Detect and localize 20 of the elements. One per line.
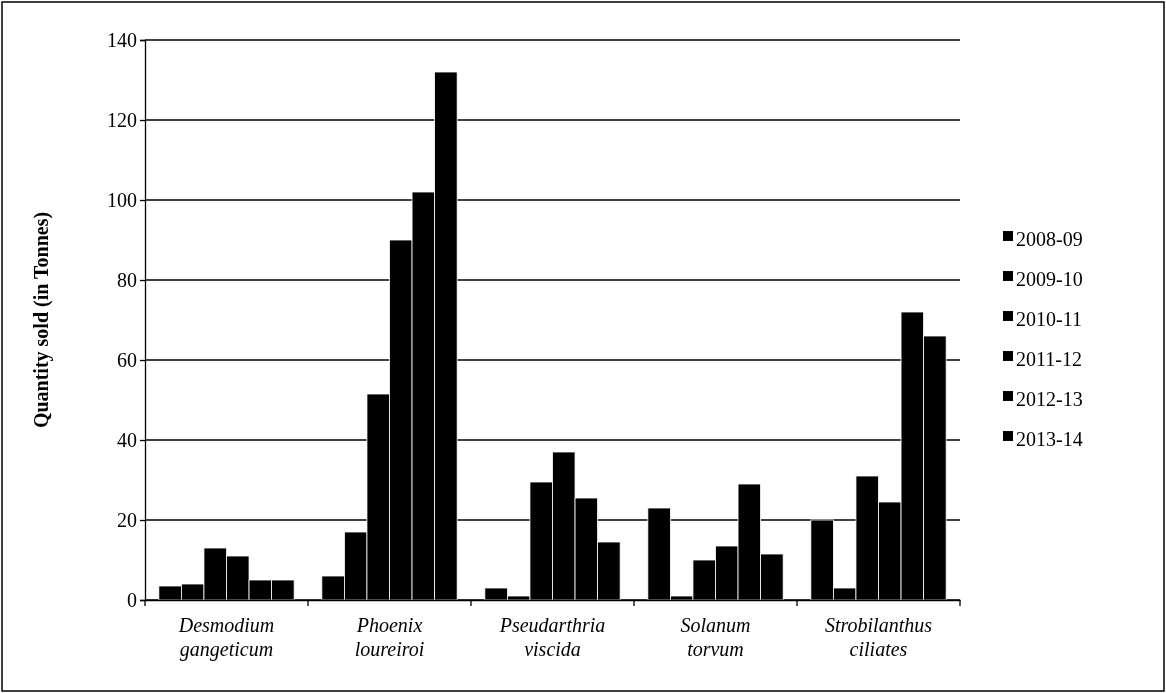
y-axis-title: Quantity sold (in Tonnes) [30, 211, 53, 429]
y-tick-label: 40 [117, 428, 137, 451]
y-tick-label: 140 [107, 28, 137, 51]
x-tick-label: Desmodium gangeticum [177, 614, 275, 661]
legend-label: 2013-14 [1016, 427, 1083, 450]
x-tick-label: Solanum torvum [680, 614, 751, 660]
y-tick-label: 80 [117, 268, 137, 291]
y-tick-label: 0 [127, 588, 137, 611]
legend-label: 2012-13 [1016, 387, 1083, 410]
y-tick-label: 100 [107, 188, 137, 211]
y-tick-label: 20 [117, 508, 137, 531]
legend-label: 2009-10 [1016, 267, 1083, 290]
x-tick-label: Strobilanthus ciliates [824, 614, 933, 660]
x-tick-label: Pseudarthria viscida [498, 614, 606, 660]
y-tick-label: 120 [107, 108, 137, 131]
y-tick-label: 60 [117, 348, 137, 371]
x-tick-label: Phoenix loureiroi [354, 614, 425, 660]
legend-label: 2011-12 [1016, 347, 1082, 370]
legend-label: 2008-09 [1016, 227, 1083, 250]
legend-label: 2010-11 [1016, 307, 1082, 330]
